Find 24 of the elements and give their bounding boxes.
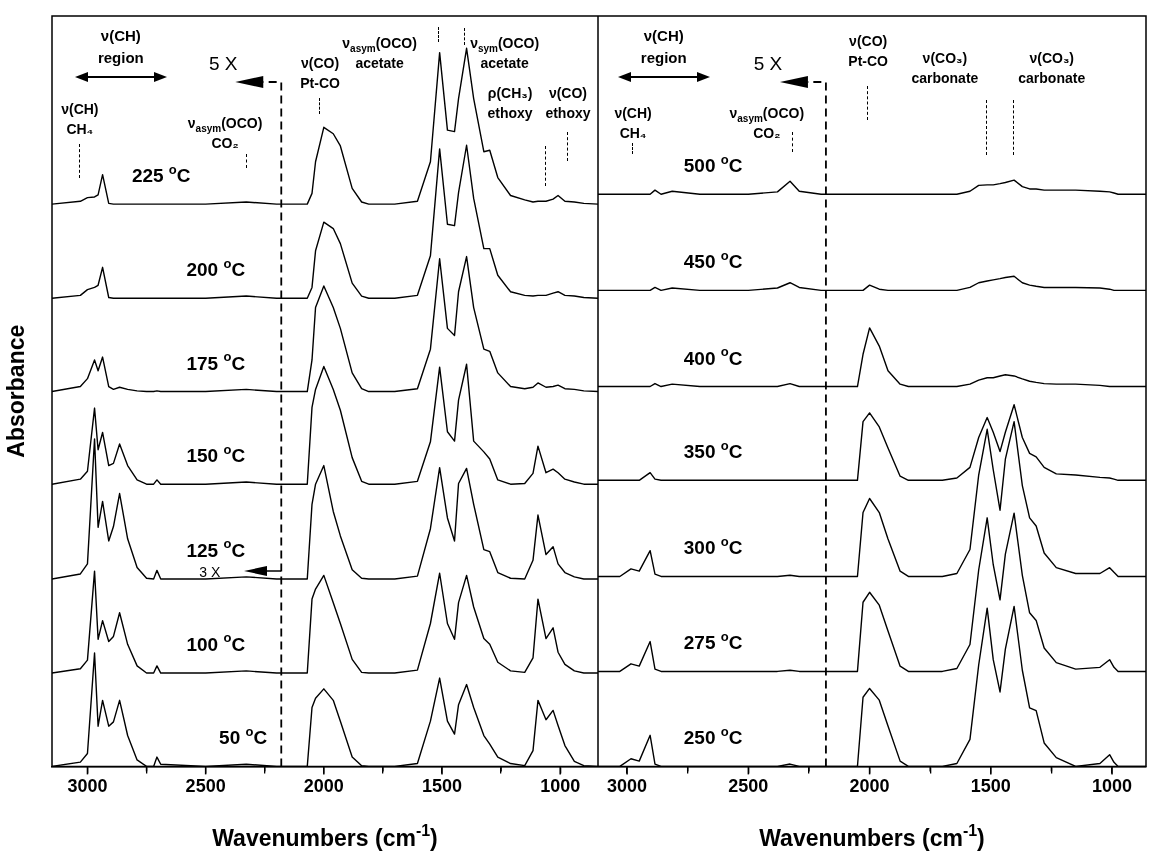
x-tick-label: 3000 (607, 776, 648, 797)
text: ν(CO₃) carbonate (1018, 50, 1086, 86)
text: ν(CO₃) carbonate (911, 50, 979, 86)
y-axis-title: Absorbance (3, 324, 29, 458)
annotation: ν(CO) Pt-CO (300, 55, 341, 91)
x-tick-label: 2500 (185, 776, 226, 797)
x-tick-label: 1500 (970, 776, 1011, 797)
x-tick-label: 1000 (1092, 776, 1133, 797)
annotation: ν(CO) ethoxy (545, 85, 591, 121)
x-tick-label: 1000 (540, 776, 581, 797)
x-tick-label: 2500 (728, 776, 769, 797)
text: ν(CH) region (640, 27, 687, 66)
ref-line-label: 5 X (209, 53, 238, 74)
x-tick-label: 2000 (303, 776, 344, 797)
ref-line-label: 5 X (753, 53, 783, 74)
x-tick-label: 3000 (67, 776, 108, 797)
annotation: ρ(CH₃) ethoxy (487, 85, 533, 121)
annotation: ν(CH) CH₄ (61, 101, 99, 137)
text: ν(CO) Pt-CO (848, 33, 889, 69)
x-tick-label: 2000 (849, 776, 890, 797)
annotation: 3 X (199, 564, 221, 580)
x-tick-label: 1500 (421, 776, 463, 797)
text: ν(CH) CH₄ (614, 105, 652, 141)
annotation: ν(CH) region (97, 27, 144, 66)
